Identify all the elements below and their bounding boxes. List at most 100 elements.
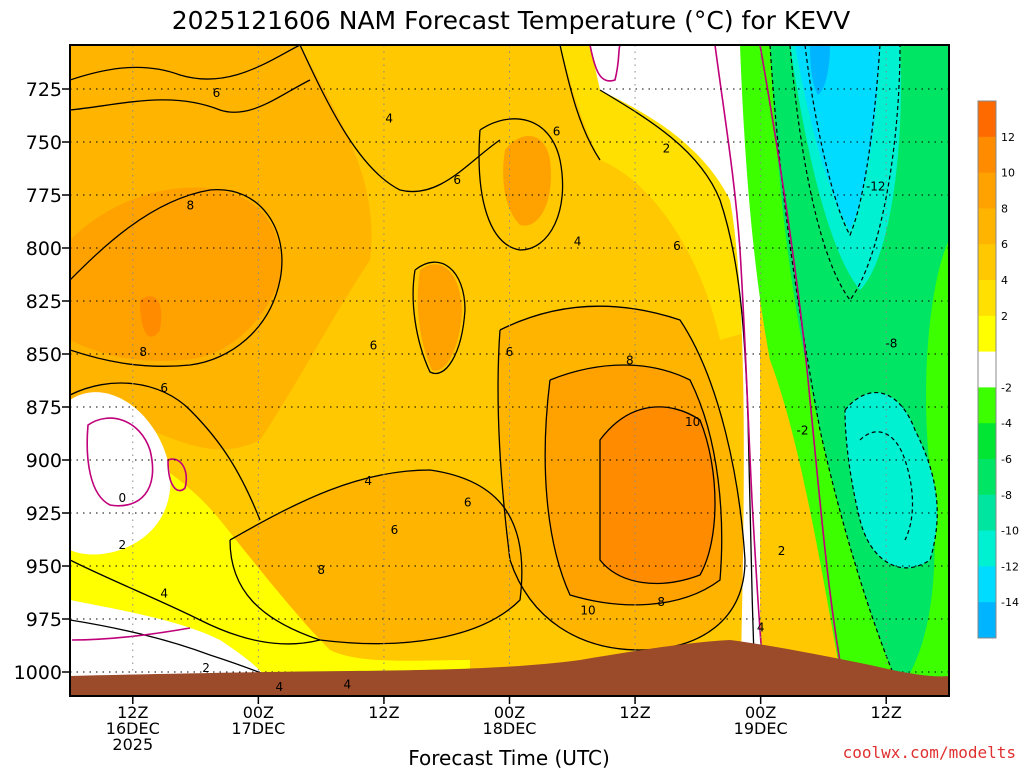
x-tick-label: 00Z (494, 703, 525, 722)
x-tick-label: 00Z (745, 703, 776, 722)
colorbar-bin (978, 136, 996, 174)
colorbar-tick-label: -14 (1001, 596, 1019, 609)
x-tick-label: 12Z (368, 703, 399, 722)
colorbar-tick-label: -6 (1001, 453, 1012, 466)
colorbar-tick-label: 8 (1001, 202, 1008, 215)
colorbar-bin (978, 101, 996, 138)
ground-terrain (70, 640, 949, 696)
grid-lines (70, 45, 949, 696)
contour-label: 10 (685, 415, 700, 429)
colorbar-frame (977, 100, 997, 639)
contour-label: -6 (964, 447, 976, 461)
y-tick-label: 800 (26, 238, 62, 260)
contour-label: 6 (391, 523, 399, 537)
contour-label: 6 (673, 239, 681, 253)
contour-label: 6 (370, 339, 378, 353)
x-tick-label: 12Z (117, 703, 148, 722)
y-tick-label: 950 (26, 556, 62, 578)
colorbar-tick-label: -10 (1001, 525, 1019, 538)
colorbar-tick-label: -4 (1001, 417, 1012, 430)
colorbar-bin (978, 566, 996, 603)
contour-labels: 6 4 6 2 8 6 -12 4 6 6 -8 8 6 8 6 10 -2 -6 4 0 6 6 2 2 8 10 4 8 4 2 4 4 (119, 86, 978, 694)
x-tick-label: 17DEC (231, 719, 285, 738)
colorbar-bin (978, 172, 996, 209)
contour-label: 4 (757, 620, 765, 634)
colorbar: 12 10 8 6 4 2 -2 -4 -6 -8 -10 -12 -14 (977, 100, 1019, 639)
contour-label: 4 (364, 474, 372, 488)
x-tick-label: 00Z (243, 703, 274, 722)
colorbar-tick-label: 4 (1001, 274, 1008, 287)
warm-region-south (230, 470, 522, 644)
colorbar-bin (978, 315, 996, 353)
contour-label: 6 (506, 345, 514, 359)
contour-label: 10 (580, 604, 595, 618)
contour-label: 6 (553, 124, 561, 138)
contour-label: 6 (464, 495, 472, 509)
contour-label: 4 (574, 235, 582, 249)
colorbar-bin (978, 244, 996, 281)
y-tick-label: 875 (26, 397, 62, 419)
y-axis: 725 750 775 800 825 850 875 900 925 950 975 1000 (14, 79, 70, 684)
contour-label: -2 (797, 423, 809, 437)
contour-label: 6 (213, 86, 221, 100)
x-axis-label: Forecast Time (UTC) (408, 746, 610, 768)
cold-core-minus14 (810, 45, 830, 95)
x-tick-label: 12Z (619, 703, 650, 722)
colorbar-bin (978, 387, 996, 424)
credit-text: coolwx.com/modelts (843, 743, 1016, 762)
warm-pocket-mid (417, 264, 462, 371)
y-tick-label: 925 (26, 503, 62, 525)
near-surface-freezing (70, 392, 171, 555)
contour-label: 8 (657, 595, 665, 609)
colorbar-tick-label: -2 (1001, 381, 1012, 394)
warm-pocket-upper (503, 136, 551, 226)
colorbar-tick-label: -8 (1001, 489, 1012, 502)
y-tick-label: 850 (26, 344, 62, 366)
contour-label: -12 (866, 180, 886, 194)
contour-label: 4 (343, 678, 351, 692)
plot-area: 6 4 6 2 8 6 -12 4 6 6 -8 8 6 8 6 10 -2 -6 4 0 6 6 2 2 8 10 4 8 4 2 4 4 (70, 45, 978, 696)
colorbar-tick-label: 10 (1001, 167, 1015, 180)
contour-label: 4 (275, 680, 283, 694)
contour-label: 2 (202, 661, 210, 675)
contour-label: 8 (187, 199, 195, 213)
colorbar-tick-label: 2 (1001, 310, 1008, 323)
colorbar-tick-label: -12 (1001, 560, 1019, 573)
colorbar-bin (978, 494, 996, 532)
colorbar-bin (978, 208, 996, 245)
y-tick-label: 975 (26, 609, 62, 631)
contour-label: 2 (663, 141, 671, 155)
contour-label: 4 (160, 587, 168, 601)
colorbar-bin (978, 423, 996, 460)
colorbar-bin (978, 351, 996, 388)
contour-label-bg (961, 446, 978, 459)
warm-core-west (70, 187, 281, 361)
contour-label: 6 (453, 173, 461, 187)
warm-peak-east (600, 406, 715, 584)
contour-label: 0 (119, 491, 127, 505)
colorbar-bin (978, 280, 996, 317)
x-tick-label: 2025 (112, 735, 153, 754)
contour-label: 2 (119, 538, 127, 552)
contour-label: 8 (317, 563, 325, 577)
y-tick-label: 900 (26, 450, 62, 472)
colorbar-bin (978, 602, 996, 639)
x-tick-label: 16DEC (106, 719, 160, 738)
contour-label: 6 (160, 381, 168, 395)
colorbar-tick-label: 6 (1001, 238, 1008, 251)
chart-title: 2025121606 NAM Forecast Temperature (°C)… (172, 6, 851, 35)
contour-label: -8 (885, 336, 897, 350)
freezing-line-contours (71, 45, 846, 691)
x-tick-label: 18DEC (483, 719, 537, 738)
warm-core-west-inner (140, 296, 162, 337)
contour-label: 4 (385, 112, 393, 126)
contour-label: 8 (626, 353, 634, 367)
y-tick-label: 775 (26, 185, 62, 207)
colorbar-tick-label: 12 (1001, 131, 1015, 144)
x-tick-label: 19DEC (734, 719, 788, 738)
colorbar-bin (978, 530, 996, 567)
isotherm-contours (70, 45, 756, 691)
cold-sector-lower (845, 392, 938, 568)
